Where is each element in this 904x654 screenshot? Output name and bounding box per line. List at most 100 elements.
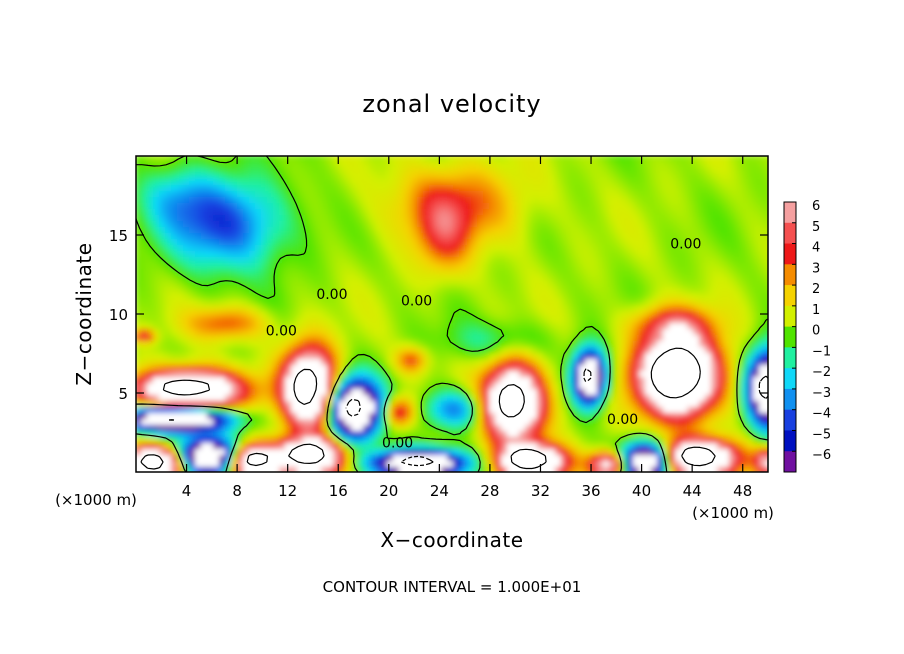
heatmap-cell: [249, 227, 257, 235]
heatmap-cell: [543, 173, 551, 181]
heatmap-cell: [585, 407, 593, 415]
heatmap-cell: [309, 353, 317, 361]
heatmap-cell: [513, 191, 521, 199]
heatmap-cell: [699, 347, 707, 355]
heatmap-cell: [609, 209, 617, 217]
heatmap-cell: [159, 371, 167, 379]
heatmap-cell: [687, 239, 695, 247]
heatmap-cell: [525, 179, 533, 187]
heatmap-cell: [393, 335, 401, 343]
heatmap-cell: [615, 383, 623, 391]
heatmap-cell: [579, 293, 587, 301]
heatmap-cell: [675, 431, 683, 439]
heatmap-cell: [141, 413, 149, 421]
heatmap-cell: [153, 227, 161, 235]
heatmap-cell: [747, 233, 755, 241]
heatmap-cell: [585, 191, 593, 199]
heatmap-cell: [171, 353, 179, 361]
heatmap-cell: [459, 347, 467, 355]
heatmap-cell: [741, 365, 749, 373]
heatmap-cell: [453, 269, 461, 277]
heatmap-cell: [585, 413, 593, 421]
heatmap-cell: [693, 371, 701, 379]
heatmap-cell: [765, 257, 768, 265]
heatmap-cell: [327, 329, 335, 337]
heatmap-cell: [189, 245, 197, 253]
heatmap-cell: [219, 239, 227, 247]
heatmap-cell: [711, 341, 719, 349]
heatmap-cell: [561, 317, 569, 325]
heatmap-cell: [267, 419, 275, 427]
heatmap-cell: [447, 191, 455, 199]
heatmap-cell: [213, 179, 221, 187]
heatmap-cell: [339, 377, 347, 385]
heatmap-cell: [735, 179, 743, 187]
heatmap-cell: [405, 383, 413, 391]
heatmap-cell: [555, 221, 563, 229]
heatmap-cell: [729, 239, 737, 247]
heatmap-cell: [315, 377, 323, 385]
heatmap-cell: [159, 419, 167, 427]
heatmap-cell: [219, 389, 227, 397]
heatmap-cell: [477, 341, 485, 349]
heatmap-cell: [585, 425, 593, 433]
heatmap-cell: [669, 287, 677, 295]
heatmap-cell: [441, 185, 449, 193]
heatmap-cell: [369, 179, 377, 187]
heatmap-cell: [735, 395, 743, 403]
heatmap-cell: [597, 156, 605, 163]
heatmap-cell: [171, 179, 179, 187]
heatmap-cell: [543, 383, 551, 391]
heatmap-cell: [711, 335, 719, 343]
heatmap-cell: [279, 311, 287, 319]
heatmap-cell: [729, 425, 737, 433]
heatmap-cell: [465, 227, 473, 235]
heatmap-cell: [225, 161, 233, 169]
heatmap-cell: [609, 413, 617, 421]
heatmap-cell: [369, 407, 377, 415]
heatmap-cell: [423, 245, 431, 253]
heatmap-cell: [621, 323, 629, 331]
heatmap-cell: [519, 215, 527, 223]
heatmap-cell: [147, 419, 155, 427]
heatmap-cell: [393, 419, 401, 427]
heatmap-cell: [411, 257, 419, 265]
heatmap-cell: [603, 203, 611, 211]
heatmap-cell: [309, 251, 317, 259]
heatmap-cell: [285, 179, 293, 187]
heatmap-cell: [645, 353, 653, 361]
heatmap-cell: [273, 185, 281, 193]
heatmap-cell: [303, 173, 311, 181]
heatmap-cell: [201, 335, 209, 343]
heatmap-cell: [477, 275, 485, 283]
heatmap-cell: [195, 311, 203, 319]
heatmap-cell: [273, 401, 281, 409]
heatmap-cell: [435, 305, 443, 313]
heatmap-cell: [507, 323, 515, 331]
heatmap-cell: [627, 353, 635, 361]
heatmap-cell: [615, 311, 623, 319]
heatmap-cell: [267, 335, 275, 343]
heatmap-cell: [291, 161, 299, 169]
heatmap-cell: [267, 185, 275, 193]
heatmap-cell: [195, 293, 203, 301]
heatmap-cell: [375, 353, 383, 361]
heatmap-cell: [363, 407, 371, 415]
heatmap-cell: [147, 395, 155, 403]
heatmap-cell: [279, 299, 287, 307]
heatmap-cell: [315, 431, 323, 439]
heatmap-cell: [753, 239, 761, 247]
heatmap-cell: [495, 179, 503, 187]
heatmap-cell: [321, 329, 329, 337]
heatmap-cell: [705, 317, 713, 325]
heatmap-cell: [585, 341, 593, 349]
heatmap-cell: [369, 203, 377, 211]
heatmap-cell: [531, 341, 539, 349]
heatmap-cell: [411, 245, 419, 253]
heatmap-cell: [483, 317, 491, 325]
heatmap-cell: [687, 227, 695, 235]
heatmap-cell: [417, 275, 425, 283]
heatmap-cell: [249, 179, 257, 187]
heatmap-cell: [579, 275, 587, 283]
heatmap-cell: [177, 221, 185, 229]
